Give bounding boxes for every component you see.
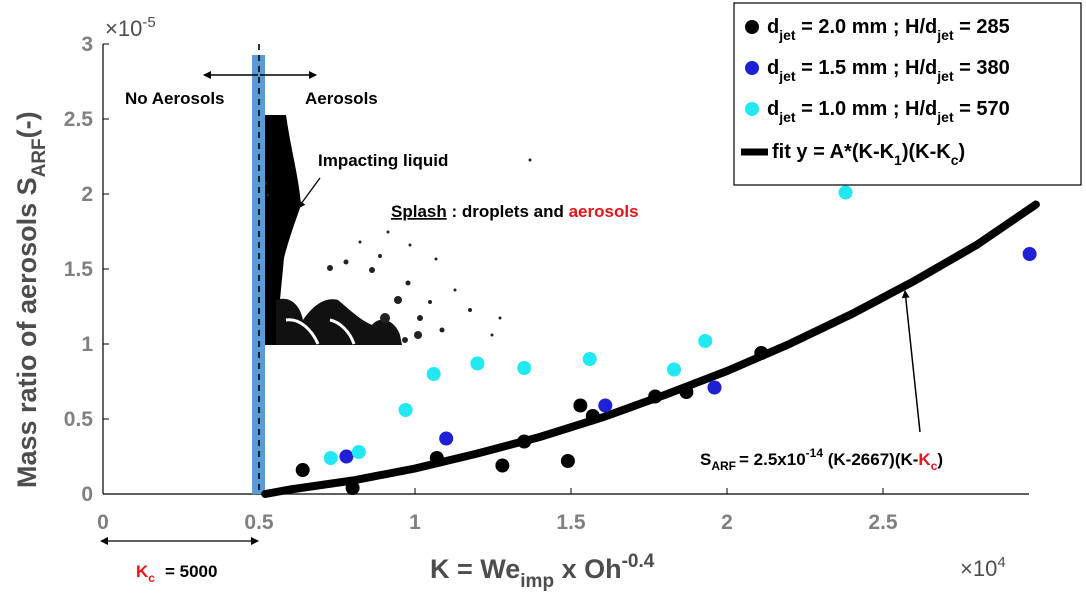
data-point-series-3 bbox=[698, 334, 713, 348]
x-tick-label: 1 bbox=[409, 511, 421, 534]
data-point-series-1 bbox=[345, 481, 360, 495]
legend-label-3: djet = 1.0 mm ; H/djet = 570 bbox=[767, 98, 1010, 125]
y-tick-label: 2.5 bbox=[64, 108, 94, 131]
y-tick-label: 1 bbox=[81, 333, 93, 356]
data-point-series-3 bbox=[426, 367, 441, 381]
droplet bbox=[417, 315, 423, 321]
x-ticks: 0 0.5 1 1.5 2 2.5 bbox=[97, 488, 898, 534]
kc-range-arrow-left-head bbox=[100, 537, 108, 545]
y-tick-label: 0.5 bbox=[64, 408, 94, 431]
data-point-series-1 bbox=[295, 463, 310, 477]
droplet bbox=[498, 316, 502, 320]
kc-label: Kc = 5000 bbox=[136, 562, 217, 585]
data-point-series-1 bbox=[495, 458, 510, 473]
y-ticks: 0 0.5 1 1.5 2 2.5 3 bbox=[64, 33, 109, 506]
droplet bbox=[439, 327, 445, 333]
droplet bbox=[402, 337, 408, 343]
data-points bbox=[295, 185, 1037, 495]
legend-marker-2 bbox=[745, 61, 759, 75]
droplet bbox=[343, 259, 349, 265]
formula-arrow bbox=[901, 290, 921, 433]
droplet bbox=[386, 230, 390, 234]
x-tick-label: 0 bbox=[97, 511, 109, 534]
droplet bbox=[468, 308, 472, 312]
droplet bbox=[266, 193, 270, 197]
droplet bbox=[405, 280, 411, 286]
y-tick-label: 0 bbox=[81, 483, 93, 506]
x-tick-label: 2.5 bbox=[868, 511, 898, 534]
data-point-series-1 bbox=[585, 409, 600, 423]
legend-label-fit: fit y = A*(K-K1)(K-Kc) bbox=[772, 141, 965, 168]
droplet bbox=[358, 240, 362, 244]
y-tick-label: 2 bbox=[81, 183, 93, 206]
kc-band bbox=[252, 55, 265, 494]
y-tick-label: 3 bbox=[81, 33, 93, 56]
x-axis-title: K = Weimp x Oh-0.4 bbox=[430, 551, 655, 592]
legend-label-2: djet = 1.5 mm ; H/djet = 380 bbox=[767, 57, 1010, 84]
droplet bbox=[434, 257, 438, 261]
droplet bbox=[414, 331, 422, 339]
data-point-series-3 bbox=[351, 445, 366, 459]
fit-curve bbox=[261, 200, 1040, 498]
data-point-series-2 bbox=[339, 449, 354, 464]
splash-ligament-2 bbox=[329, 318, 356, 345]
y-multiplier: ×10-5 bbox=[105, 14, 156, 41]
splash-sheet bbox=[276, 298, 402, 345]
droplet bbox=[369, 267, 375, 273]
data-point-series-2 bbox=[707, 380, 722, 395]
droplet bbox=[428, 300, 432, 304]
droplet bbox=[528, 158, 532, 162]
data-point-series-1 bbox=[573, 398, 588, 413]
droplet bbox=[394, 296, 402, 304]
splash-label: Splash : droplets and aerosols bbox=[391, 202, 639, 221]
y-axis-title: Mass ratio of aerosols SARF(-) bbox=[12, 111, 50, 488]
data-point-series-1 bbox=[679, 385, 694, 399]
legend: djet = 2.0 mm ; H/djet = 285 djet = 1.5 m… bbox=[733, 2, 1082, 186]
x-tick-label: 2 bbox=[721, 511, 733, 534]
y-tick-label: 1.5 bbox=[64, 258, 94, 281]
droplet bbox=[408, 243, 412, 247]
impacting-liquid-arrow bbox=[297, 177, 321, 209]
data-point-series-1 bbox=[648, 389, 663, 404]
x-tick-label: 0.5 bbox=[244, 511, 274, 534]
droplet bbox=[327, 265, 333, 271]
x-multiplier: ×104 bbox=[960, 554, 1006, 581]
data-point-series-3 bbox=[517, 361, 532, 375]
x-tick-label: 1.5 bbox=[556, 511, 586, 534]
legend-marker-3 bbox=[745, 102, 759, 116]
droplet bbox=[453, 288, 457, 292]
splash-photo bbox=[262, 115, 532, 345]
data-point-series-3 bbox=[323, 451, 338, 465]
data-point-series-3 bbox=[838, 185, 853, 200]
data-point-series-1 bbox=[517, 434, 532, 449]
data-point-series-2 bbox=[439, 431, 454, 446]
formula-label: SARF = 2.5x10-14 (K-2667)(K-Kc) bbox=[700, 446, 943, 473]
impacting-liquid-label: Impacting liquid bbox=[318, 151, 448, 170]
legend-marker-1 bbox=[745, 20, 759, 34]
data-point-series-3 bbox=[667, 362, 681, 377]
no-aerosols-label: No Aerosols bbox=[125, 89, 225, 108]
droplet bbox=[380, 313, 390, 323]
droplet bbox=[378, 254, 382, 258]
aerosols-label: Aerosols bbox=[305, 89, 378, 108]
legend-label-1: djet = 2.0 mm ; H/djet = 285 bbox=[767, 16, 1010, 43]
legend-box bbox=[733, 2, 1082, 186]
data-point-series-1 bbox=[560, 454, 575, 468]
data-point-series-3 bbox=[398, 403, 413, 417]
data-point-series-3 bbox=[582, 352, 597, 366]
data-point-series-2 bbox=[598, 398, 613, 413]
data-point-series-1 bbox=[429, 451, 444, 465]
droplet bbox=[490, 333, 494, 337]
data-point-series-3 bbox=[470, 356, 485, 371]
data-point-series-2 bbox=[1022, 247, 1037, 261]
splash-ligament-1 bbox=[285, 318, 320, 345]
impacting-liquid-jet bbox=[262, 115, 301, 345]
splash-droplets bbox=[263, 158, 532, 343]
data-point-series-1 bbox=[754, 346, 769, 360]
